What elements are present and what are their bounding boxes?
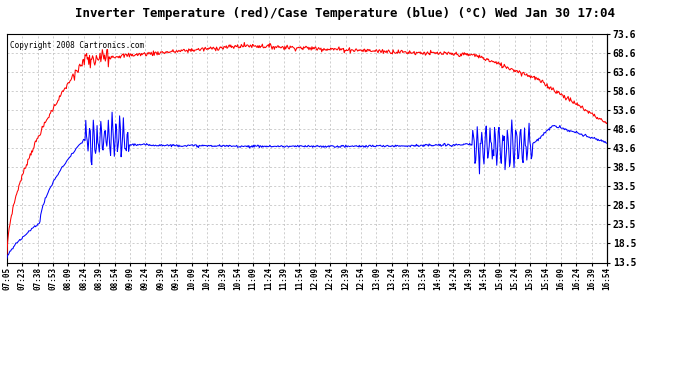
Text: Copyright 2008 Cartronics.com: Copyright 2008 Cartronics.com xyxy=(10,40,144,50)
Text: Inverter Temperature (red)/Case Temperature (blue) (°C) Wed Jan 30 17:04: Inverter Temperature (red)/Case Temperat… xyxy=(75,8,615,21)
